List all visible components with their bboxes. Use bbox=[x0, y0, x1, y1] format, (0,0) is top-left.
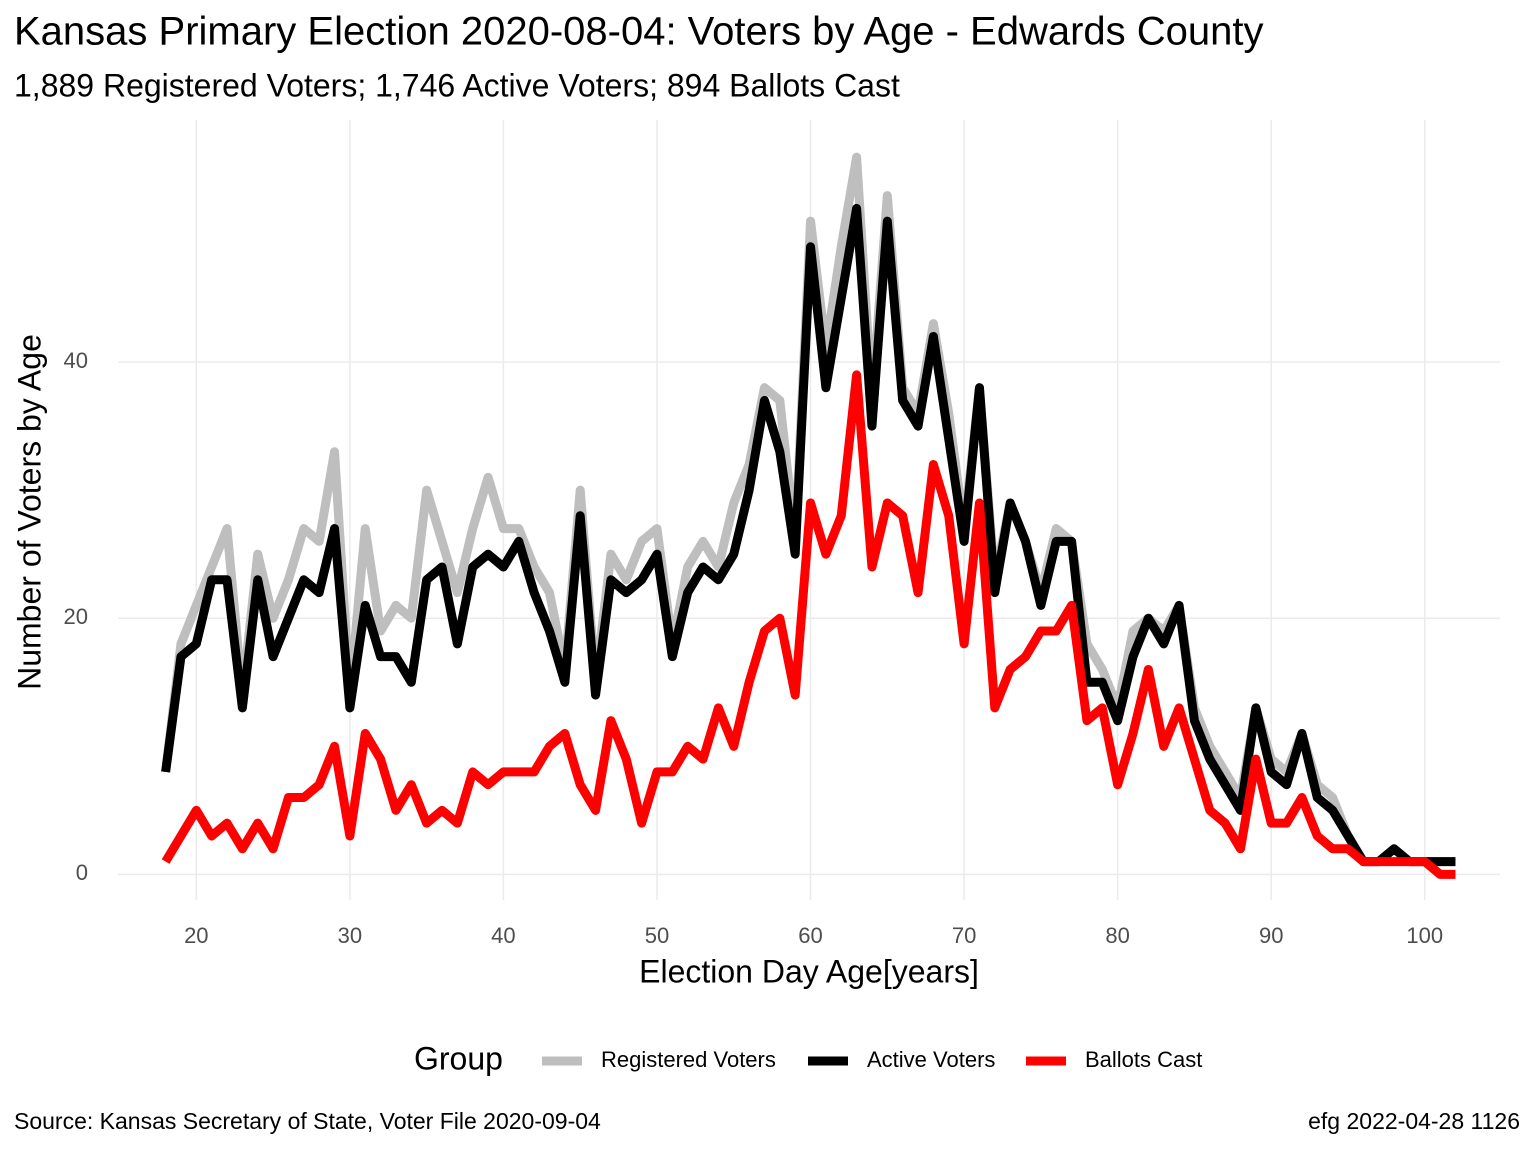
y-tick-label: 20 bbox=[64, 604, 88, 629]
x-tick-label: 90 bbox=[1259, 923, 1283, 948]
x-axis-label: Election Day Age[years] bbox=[639, 953, 979, 989]
x-tick-label: 30 bbox=[338, 923, 362, 948]
x-tick-label: 20 bbox=[184, 923, 208, 948]
x-tick-label: 100 bbox=[1406, 923, 1443, 948]
y-axis-label: Number of Voters by Age bbox=[11, 334, 47, 690]
y-tick-label: 40 bbox=[64, 348, 88, 373]
x-tick-label: 40 bbox=[491, 923, 515, 948]
legend-label: Active Voters bbox=[867, 1047, 995, 1072]
caption-left: Source: Kansas Secretary of State, Voter… bbox=[14, 1108, 601, 1134]
legend-label: Ballots Cast bbox=[1085, 1047, 1202, 1072]
x-tick-label: 50 bbox=[645, 923, 669, 948]
x-tick-label: 80 bbox=[1105, 923, 1129, 948]
line bbox=[161, 203, 1456, 867]
line bbox=[161, 370, 1456, 879]
legend-title: Group bbox=[414, 1040, 503, 1076]
chart-subtitle: 1,889 Registered Voters; 1,746 Active Vo… bbox=[14, 67, 900, 103]
y-tick-label: 0 bbox=[76, 860, 88, 885]
chart-title: Kansas Primary Election 2020-08-04: Vote… bbox=[14, 10, 1264, 54]
caption-right: efg 2022-04-28 1126 bbox=[1308, 1108, 1520, 1134]
x-tick-label: 60 bbox=[798, 923, 822, 948]
x-tick-label: 70 bbox=[952, 923, 976, 948]
legend-label: Registered Voters bbox=[601, 1047, 776, 1072]
